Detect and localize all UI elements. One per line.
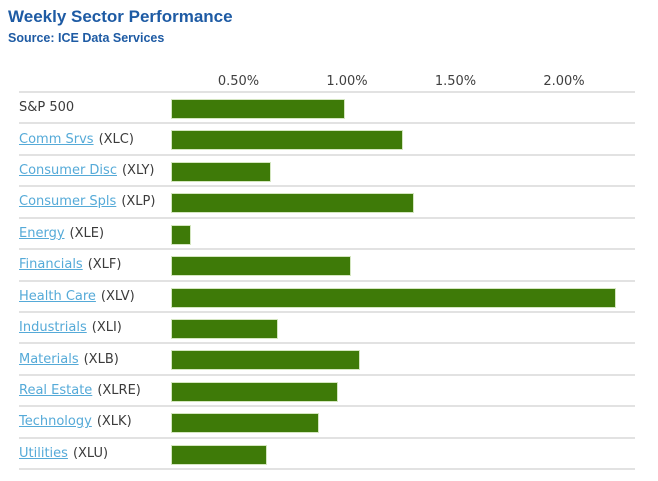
sector-row-label: Materials (XLB) [19, 344, 119, 373]
row-separator [19, 185, 635, 187]
performance-bar [171, 161, 271, 182]
row-separator [19, 342, 635, 344]
sector-ticker: (XLE) [69, 225, 105, 241]
row-separator [19, 468, 635, 470]
sector-row-label: Technology (XLK) [19, 407, 132, 436]
sector-link[interactable]: Real Estate [19, 382, 93, 398]
sector-link[interactable]: Utilities [19, 445, 68, 461]
sector-link[interactable]: Health Care [19, 288, 96, 304]
x-axis-tick-label: 1.50% [434, 74, 477, 89]
sector-row-label: S&P 500 [19, 93, 79, 122]
sector-name: S&P 500 [19, 100, 75, 116]
sector-ticker: (XLC) [98, 131, 134, 147]
performance-bar [171, 224, 191, 245]
sector-link[interactable]: Materials [19, 351, 79, 367]
sector-ticker: (XLY) [121, 163, 155, 179]
sector-ticker: (XLU) [72, 445, 109, 461]
sector-row-label: Consumer Spls (XLP) [19, 187, 155, 216]
page-title: Weekly Sector Performance [8, 7, 233, 26]
performance-bar [171, 444, 267, 465]
sector-ticker: (XLV) [100, 288, 135, 304]
performance-bar [171, 130, 403, 151]
sector-ticker: (XLB) [83, 351, 119, 367]
sector-link[interactable]: Industrials [19, 320, 87, 336]
sector-row-label: Health Care (XLV) [19, 282, 135, 311]
sector-link[interactable]: Consumer Disc [19, 163, 117, 179]
sector-row-label: Financials (XLF) [19, 250, 121, 279]
performance-bar [171, 287, 616, 308]
sector-link[interactable]: Consumer Spls [19, 194, 117, 210]
sector-ticker: (XLRE) [97, 382, 141, 398]
sector-ticker: (XLP) [121, 194, 156, 210]
row-separator [19, 280, 635, 282]
sector-ticker: (XLK) [96, 414, 132, 430]
sector-ticker: (XLI) [91, 320, 122, 336]
x-axis-tick-label: 2.00% [543, 74, 585, 89]
x-axis-line [19, 91, 635, 93]
sector-row-label: Consumer Disc (XLY) [19, 156, 154, 185]
x-axis-tick-label: 0.50% [217, 74, 260, 89]
sector-link[interactable]: Technology [19, 414, 92, 430]
row-separator [19, 122, 635, 124]
source-label: Source: ICE Data Services [8, 31, 165, 45]
sector-row-label: Real Estate (XLRE) [19, 376, 141, 405]
performance-bar [171, 318, 278, 339]
sector-row-label: Utilities (XLU) [19, 439, 108, 468]
row-separator [19, 437, 635, 439]
row-separator [19, 248, 635, 250]
performance-bar [171, 256, 351, 277]
performance-bar [171, 193, 414, 214]
performance-bar [171, 413, 319, 434]
sector-row-label: Energy (XLE) [19, 219, 104, 248]
x-axis-tick-label: 1.00% [326, 74, 368, 89]
sector-ticker: (XLF) [87, 257, 122, 273]
performance-bar [171, 381, 338, 402]
row-separator [19, 311, 635, 313]
sector-row-label: Industrials (XLI) [19, 313, 122, 342]
performance-bar [171, 350, 360, 371]
row-separator [19, 217, 635, 219]
row-separator [19, 154, 635, 156]
sector-link[interactable]: Financials [19, 257, 83, 273]
sector-link[interactable]: Energy [19, 225, 65, 241]
sector-link[interactable]: Comm Srvs [19, 131, 94, 147]
sector-row-label: Comm Srvs (XLC) [19, 124, 134, 153]
performance-bar [171, 99, 345, 119]
row-separator [19, 374, 635, 376]
row-separator [19, 405, 635, 407]
